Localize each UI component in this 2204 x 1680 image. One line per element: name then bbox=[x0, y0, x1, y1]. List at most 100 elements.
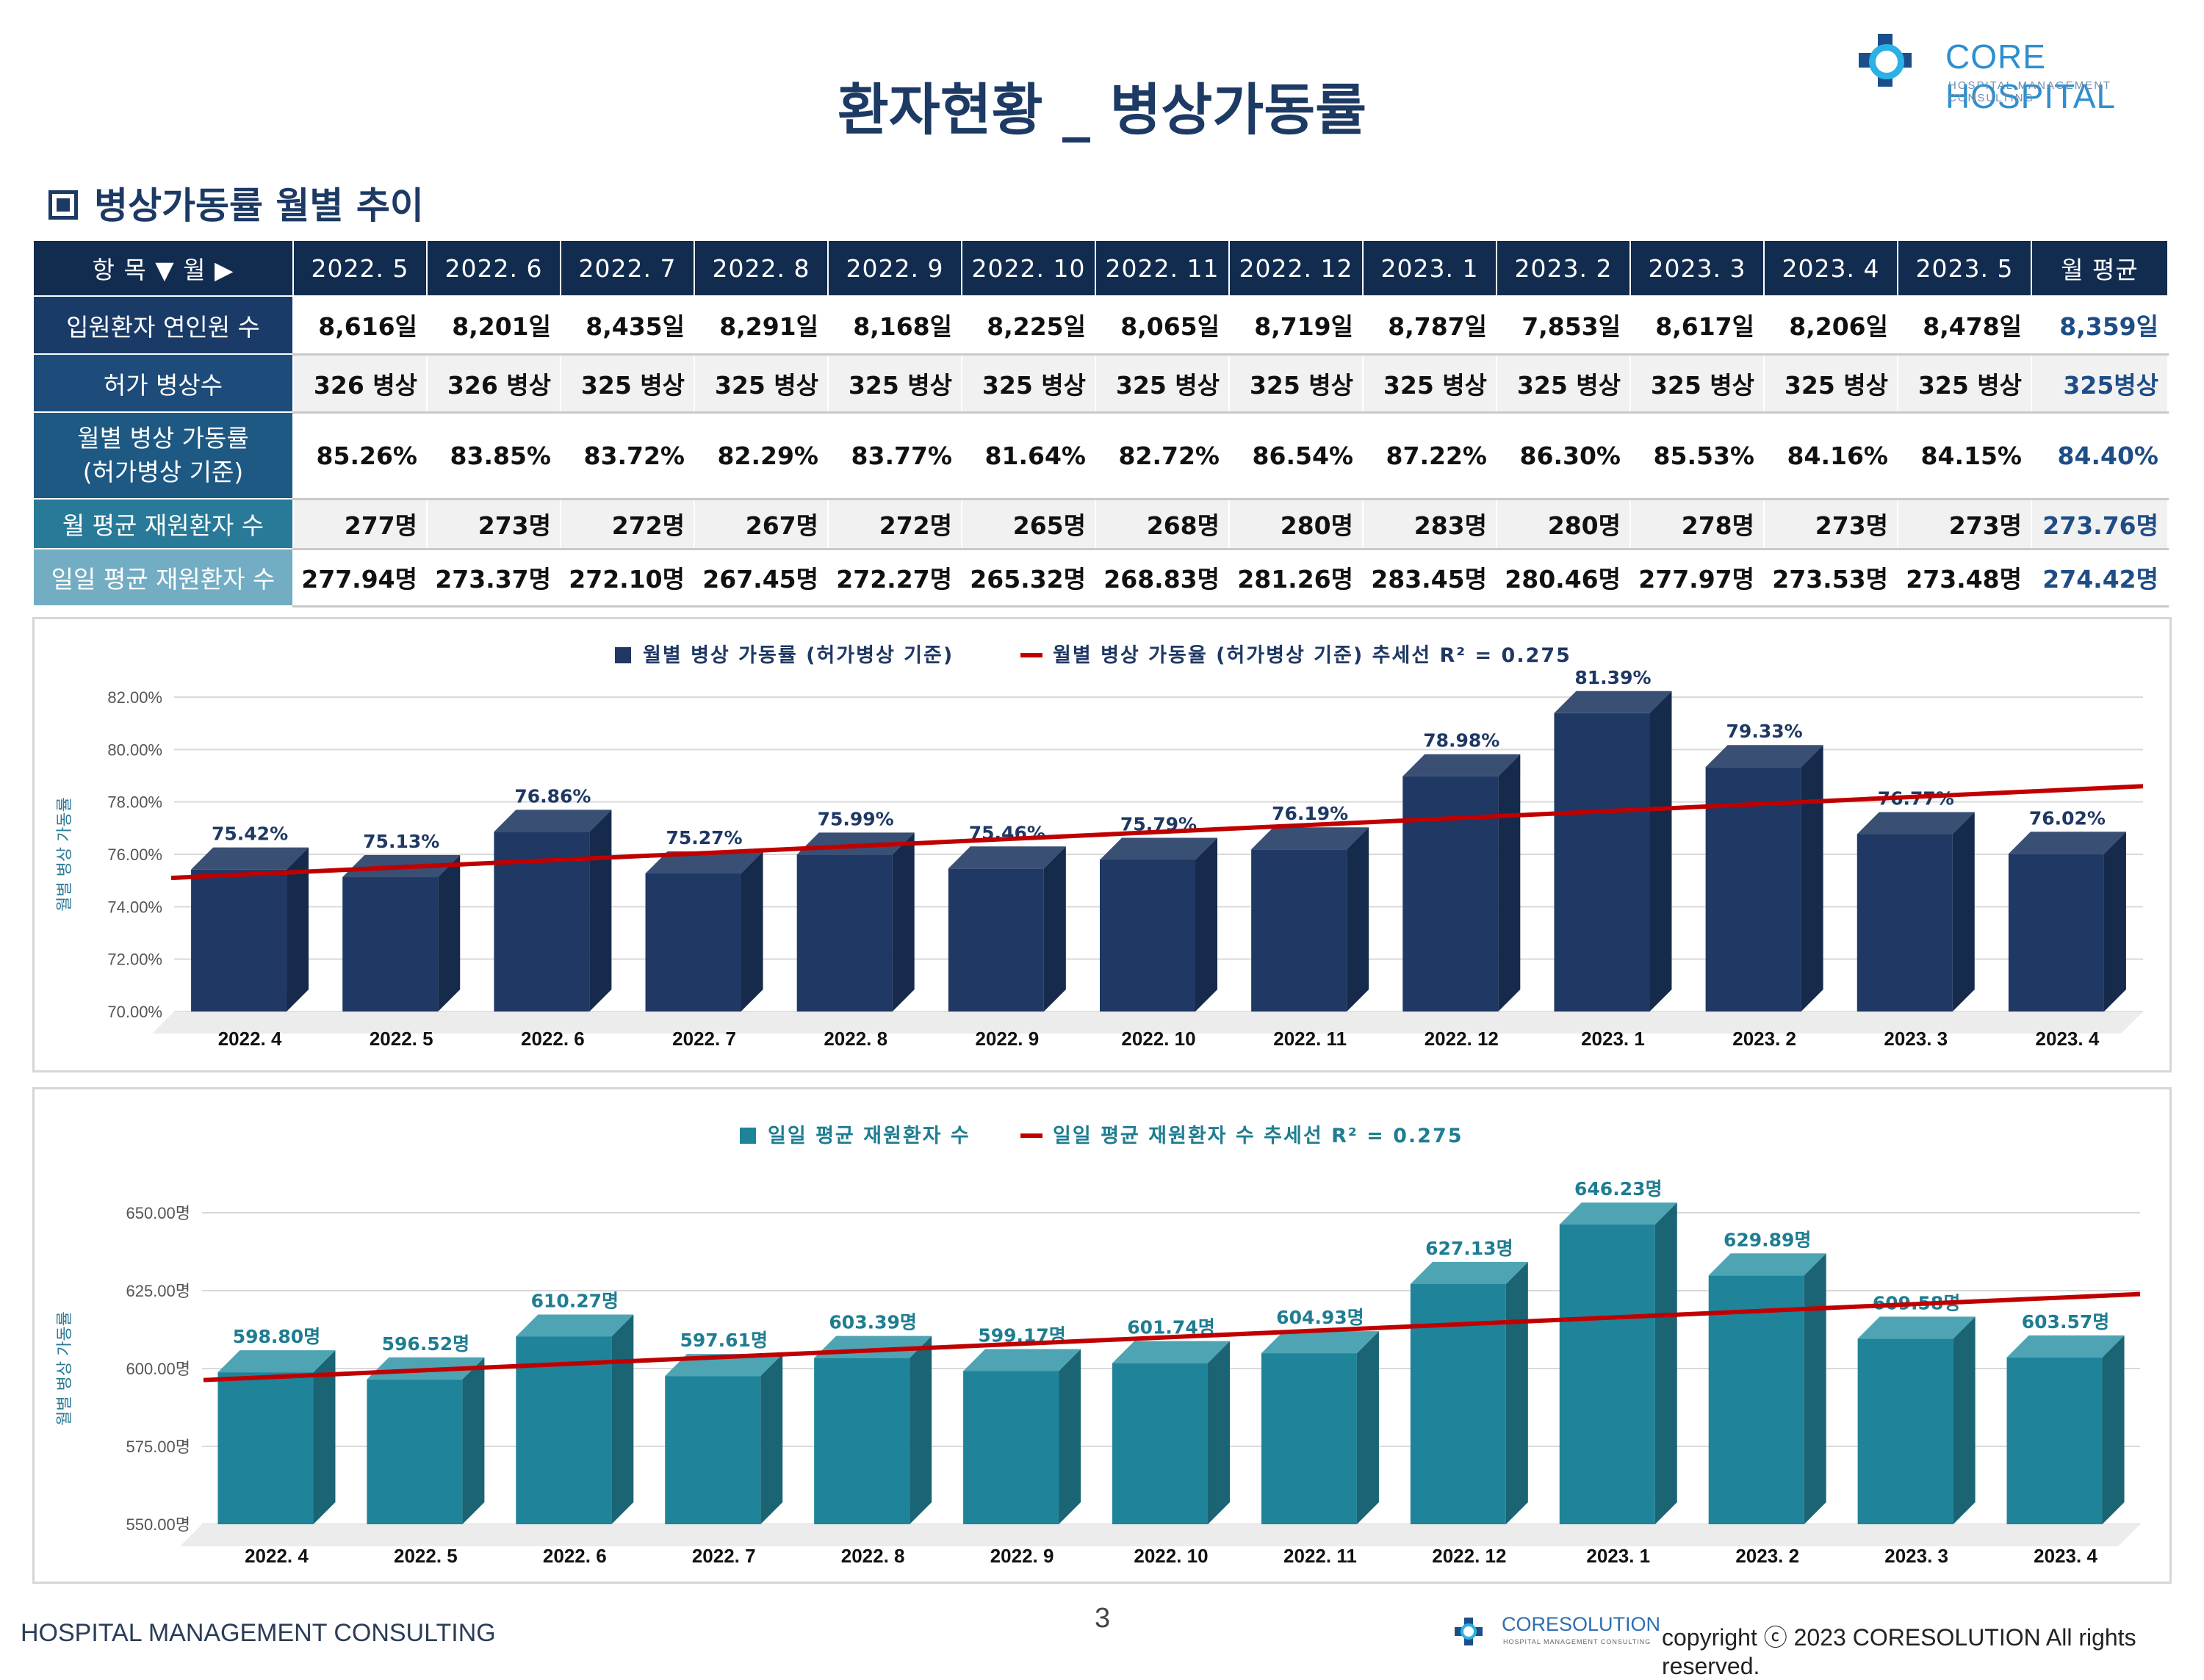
bar bbox=[948, 846, 1066, 1012]
month-header: 2023. 4 bbox=[1763, 239, 1898, 297]
bar bbox=[1100, 837, 1217, 1012]
month-header: 2022. 9 bbox=[827, 239, 962, 297]
bar bbox=[494, 810, 612, 1012]
x-tick-label: 2023. 1 bbox=[1586, 1545, 1650, 1567]
table-cell: 8,225일 bbox=[961, 295, 1096, 356]
x-tick-label: 2022. 8 bbox=[824, 1028, 887, 1050]
data-label: 76.86% bbox=[514, 785, 591, 807]
data-label: 75.42% bbox=[212, 823, 288, 845]
chart-svg: 650.00명 625.00명 600.00명 575.00명 550.00명 월별 병상… bbox=[56, 1125, 2141, 1567]
month-header: 2023. 5 bbox=[1897, 239, 2032, 297]
bar bbox=[191, 847, 309, 1012]
table-cell: 273.37명 bbox=[426, 548, 561, 608]
x-tick-label: 2022. 11 bbox=[1273, 1028, 1347, 1050]
y-tick-label: 82.00% bbox=[107, 688, 162, 707]
data-label: 627.13명 bbox=[1425, 1238, 1513, 1259]
x-tick-label: 2022. 10 bbox=[1121, 1028, 1195, 1050]
x-tick-label: 2023. 2 bbox=[1735, 1545, 1799, 1567]
table-cell: 283명 bbox=[1362, 498, 1497, 550]
table-cell: 265명 bbox=[961, 498, 1096, 550]
table-cell: 8,478일 bbox=[1897, 295, 2032, 356]
x-tick-label: 2022. 4 bbox=[245, 1545, 309, 1567]
x-tick-label: 2022. 8 bbox=[841, 1545, 905, 1567]
table-cell: 325 병상 bbox=[1897, 353, 2032, 414]
table-cell: 325 병상 bbox=[961, 353, 1096, 414]
x-tick-label: 2023. 1 bbox=[1581, 1028, 1645, 1050]
bar bbox=[2008, 832, 2126, 1012]
table-cell: 86.54% bbox=[1228, 411, 1364, 500]
y-tick-label: 80.00% bbox=[107, 740, 162, 759]
data-label: 610.27명 bbox=[531, 1290, 619, 1311]
table-cell: 273.53명 bbox=[1763, 548, 1898, 608]
row-label: 월별 병상 가동률 (허가병상 기준) bbox=[32, 411, 294, 500]
data-label: 78.98% bbox=[1423, 730, 1499, 751]
row-label: 월 평균 재원환자 수 bbox=[32, 498, 294, 549]
legend-bar-swatch bbox=[615, 647, 631, 663]
month-header: 2022. 11 bbox=[1095, 239, 1230, 297]
y-tick-label: 78.00% bbox=[107, 793, 162, 812]
bar bbox=[796, 832, 915, 1012]
bar bbox=[2006, 1335, 2125, 1524]
average-cell: 273.76명 bbox=[2031, 498, 2169, 550]
section-title: 병상가동률 월별 추이 bbox=[48, 176, 424, 229]
table-cell: 8,617일 bbox=[1629, 295, 1765, 356]
row-label-text: 입원환자 연인원 수 bbox=[66, 312, 260, 342]
table-cell: 86.30% bbox=[1496, 411, 1631, 500]
table-row: 월별 병상 가동률 (허가병상 기준) 85.26% 83.85% 83.72% 82.2… bbox=[32, 411, 2169, 500]
chart-floor bbox=[180, 1524, 2140, 1546]
daily-inpatient-chart: 650.00명 625.00명 600.00명 575.00명 550.00명 월별 병상… bbox=[32, 1087, 2172, 1584]
section-title-text: 병상가동률 월별 추이 bbox=[94, 184, 424, 227]
table-cell: 280명 bbox=[1496, 498, 1631, 550]
bar bbox=[1402, 754, 1521, 1012]
table-cell: 280명 bbox=[1228, 498, 1364, 550]
bar bbox=[665, 1354, 783, 1524]
data-label: 604.93명 bbox=[1276, 1307, 1364, 1328]
x-tick-label: 2022. 9 bbox=[990, 1545, 1054, 1567]
table-cell: 325 병상 bbox=[694, 353, 829, 414]
bar bbox=[814, 1335, 932, 1524]
x-tick-label: 2023. 3 bbox=[1884, 1028, 1948, 1050]
month-header: 2022. 6 bbox=[426, 239, 561, 297]
table-cell: 325 병상 bbox=[827, 353, 962, 414]
row-label-text: 허가 병상수 bbox=[103, 370, 223, 400]
page-number: 3 bbox=[1095, 1603, 1111, 1634]
bar bbox=[1261, 1331, 1379, 1524]
table-row: 허가 병상수 326 병상 326 병상 325 병상 325 병상 325 병상 325 … bbox=[32, 353, 2169, 414]
y-tick-label: 600.00명 bbox=[126, 1360, 190, 1378]
x-tick-label: 2023. 3 bbox=[1884, 1545, 1948, 1567]
table-cell: 8,206일 bbox=[1763, 295, 1898, 356]
page-title: 환자현황 _ 병상가동률 bbox=[837, 77, 1367, 143]
table-cell: 268명 bbox=[1095, 498, 1230, 550]
average-header: 월 평균 bbox=[2031, 239, 2169, 297]
y-tick-label: 650.00명 bbox=[126, 1204, 190, 1222]
table-cell: 84.16% bbox=[1763, 411, 1898, 500]
table-cell: 84.15% bbox=[1897, 411, 2032, 500]
bar bbox=[342, 855, 461, 1012]
table-cell: 272명 bbox=[560, 498, 695, 550]
table-cell: 273명 bbox=[1763, 498, 1898, 550]
x-tick-label: 2022. 12 bbox=[1425, 1028, 1499, 1050]
bar bbox=[1251, 827, 1369, 1012]
legend-bar-label: 일일 평균 재원환자 수 bbox=[768, 1125, 970, 1147]
table-cell: 281.26명 bbox=[1228, 548, 1364, 608]
row-label-text: 월 평균 재원환자 수 bbox=[62, 511, 264, 540]
table-cell: 85.26% bbox=[292, 411, 428, 500]
table-cell: 267.45명 bbox=[694, 548, 829, 608]
table-cell: 8,201일 bbox=[426, 295, 561, 356]
x-tick-label: 2022. 7 bbox=[692, 1545, 756, 1567]
footer-logo-subtitle: HOSPITAL MANAGEMENT CONSULTING bbox=[1503, 1638, 1652, 1645]
trend-line bbox=[203, 1291, 2141, 1382]
month-header: 2022. 5 bbox=[292, 239, 428, 297]
x-tick-label: 2023. 4 bbox=[2034, 1545, 2097, 1567]
table-cell: 273명 bbox=[426, 498, 561, 550]
table-cell: 273명 bbox=[1897, 498, 2032, 550]
legend-trend-label: 일일 평균 재원환자 수 추세선 R² = 0.275 bbox=[1053, 1125, 1463, 1147]
bar bbox=[217, 1350, 336, 1524]
data-label: 76.02% bbox=[2029, 807, 2106, 829]
table-cell: 273.48명 bbox=[1897, 548, 2032, 608]
chart-legend: 일일 평균 재원환자 수 일일 평균 재원환자 수 추세선 R² = 0.275 bbox=[740, 1125, 1463, 1147]
logo-name: CORE HOSPITAL bbox=[1945, 37, 2117, 115]
table-cell: 82.72% bbox=[1095, 411, 1230, 500]
chart-floor bbox=[152, 1012, 2143, 1034]
row-label-text: 일일 평균 재원환자 수 bbox=[51, 565, 276, 594]
